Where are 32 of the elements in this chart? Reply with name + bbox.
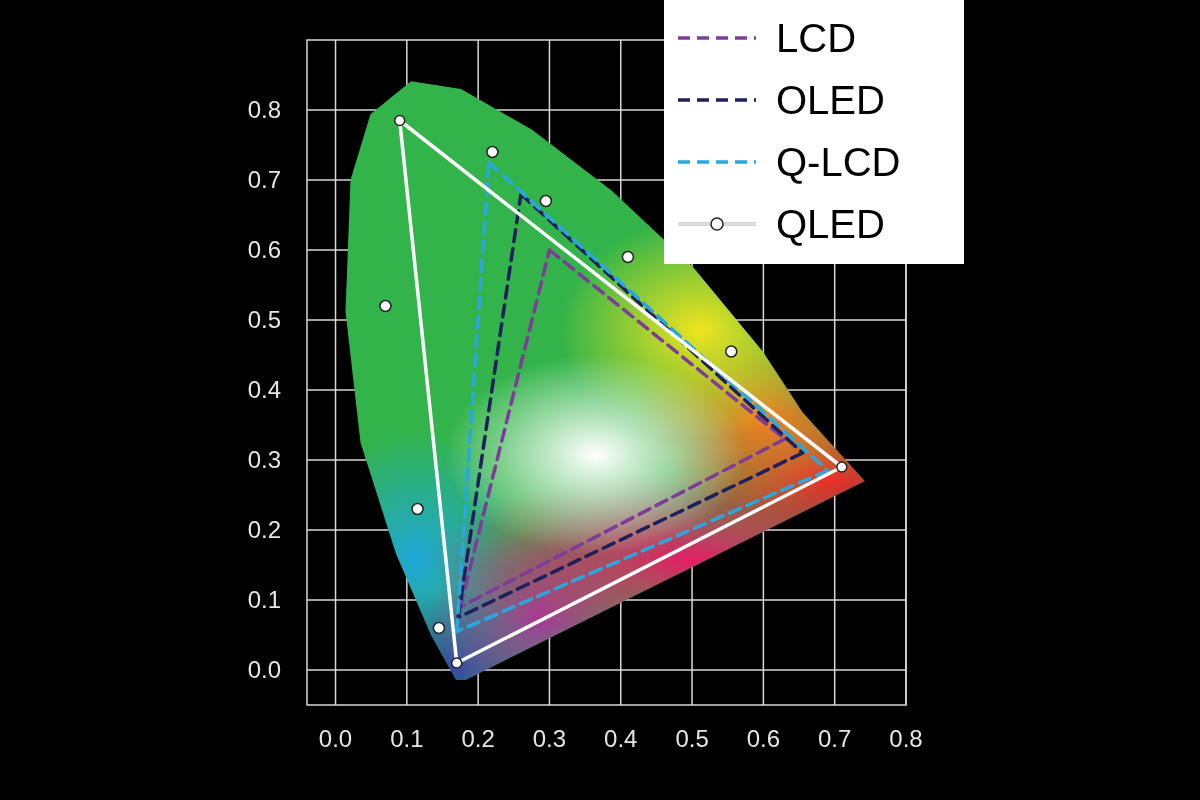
x-tick-label: 0.3 bbox=[532, 725, 567, 752]
y-tick-label: 0.4 bbox=[247, 376, 281, 404]
y-tick-label: 0.2 bbox=[247, 516, 281, 544]
legend-label: QLED bbox=[776, 202, 885, 246]
y-tick-label: 0.1 bbox=[247, 586, 281, 614]
point bbox=[411, 502, 424, 516]
legend-label: OLED bbox=[776, 78, 885, 122]
x-tick-label: 0.4 bbox=[604, 725, 638, 752]
x-tick-label: 0.5 bbox=[675, 725, 709, 752]
x-tick-label: 0.2 bbox=[461, 725, 495, 752]
point bbox=[486, 145, 499, 159]
y-tick-label: 0.8 bbox=[247, 96, 281, 124]
point bbox=[539, 194, 553, 208]
point bbox=[379, 299, 392, 313]
x-tick-label: 0.7 bbox=[818, 725, 852, 752]
point bbox=[725, 345, 738, 358]
y-tick-label: 0.5 bbox=[247, 306, 281, 334]
y-tick-label: 0.0 bbox=[247, 656, 281, 684]
point bbox=[432, 621, 446, 635]
point bbox=[451, 657, 463, 669]
legend-label: LCD bbox=[776, 16, 857, 60]
y-tick-label: 0.6 bbox=[247, 236, 281, 264]
y-tick-label: 0.7 bbox=[247, 166, 281, 194]
x-tick-label: 0.8 bbox=[889, 725, 923, 752]
y-tick-label: 0.3 bbox=[247, 446, 281, 474]
point bbox=[836, 461, 848, 473]
x-tick-label: 0.6 bbox=[746, 725, 781, 752]
x-tick-label: 0.0 bbox=[318, 725, 353, 752]
point bbox=[621, 250, 635, 264]
point bbox=[393, 114, 406, 127]
x-tick-label: 0.1 bbox=[390, 725, 424, 752]
legend-label: Q-LCD bbox=[776, 140, 901, 184]
